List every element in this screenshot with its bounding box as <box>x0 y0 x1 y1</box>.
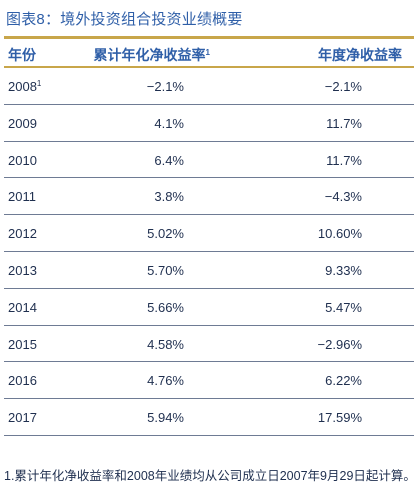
footnote: 1.累计年化净收益率和2008年业绩均从公司成立日2007年9月29日起计算。 <box>4 469 416 483</box>
cell-cumulative: 4.58% <box>147 336 184 352</box>
cell-annual: −2.96% <box>317 336 362 352</box>
cell-cumulative: 5.02% <box>147 226 184 242</box>
table-row: 2011 3.8% −4.3% <box>4 178 414 216</box>
cell-year: 2017 <box>8 410 37 425</box>
cell-annual: 17.59% <box>317 410 362 426</box>
cell-year-value: 2013 <box>8 262 37 278</box>
table-row: 2013 5.70% 9.33% <box>4 252 414 289</box>
cell-year-value: 2014 <box>8 299 37 315</box>
header-cumulative-label: 累计年化净收益率 <box>93 47 206 63</box>
cell-year: 2014 <box>8 300 37 315</box>
table-row: 2017 5.94% 17.59% <box>4 399 414 436</box>
cell-cumulative: 4.1% <box>154 115 184 131</box>
header-cumulative-sup: 1 <box>205 48 210 57</box>
header-annual: 年度净收益率 <box>318 47 402 63</box>
cell-year-sup: 1 <box>36 79 42 88</box>
cell-annual: 11.7% <box>326 115 362 131</box>
cell-year-value: 2015 <box>8 336 37 352</box>
cell-annual: 10.60% <box>317 226 362 242</box>
header-rule <box>4 66 414 68</box>
cell-year-value: 2008 <box>8 79 37 94</box>
cell-annual: −2.1% <box>324 79 362 94</box>
figure-title: 图表8：境外投资组合投资业绩概要 <box>6 11 243 28</box>
cell-annual: −4.3% <box>324 189 362 205</box>
cell-year-value: 2017 <box>8 410 37 426</box>
header-year: 年份 <box>8 47 36 63</box>
table-row: 2014 5.66% 5.47% <box>4 289 414 326</box>
cell-cumulative: 5.94% <box>147 410 184 426</box>
cell-year: 2009 <box>8 116 37 131</box>
cell-annual: 11.7% <box>326 152 362 168</box>
cell-cumulative: 6.4% <box>154 152 184 168</box>
table-row: 2016 4.76% 6.22% <box>4 362 414 400</box>
cell-cumulative: 5.70% <box>147 262 184 278</box>
cell-year-value: 2011 <box>8 189 36 205</box>
cell-annual: 6.22% <box>325 373 362 389</box>
cell-year: 2016 <box>8 373 37 388</box>
cell-cumulative: −2.1% <box>146 79 184 94</box>
cell-cumulative: 3.8% <box>154 189 184 205</box>
cell-year: 2012 <box>8 226 37 241</box>
cell-year: 2010 <box>8 153 37 168</box>
cell-year: 20081 <box>8 79 41 94</box>
cell-year: 2011 <box>8 189 36 204</box>
table-row: 2012 5.02% 10.60% <box>4 215 414 252</box>
cell-cumulative: 5.66% <box>147 299 184 315</box>
top-rule <box>4 36 414 39</box>
table-row: 2015 4.58% −2.96% <box>4 326 414 363</box>
cell-cumulative: 4.76% <box>147 373 184 389</box>
header-cumulative: 累计年化净收益率1 <box>94 45 210 65</box>
cell-year-value: 2012 <box>8 226 37 242</box>
cell-year-value: 2016 <box>8 373 37 389</box>
cell-year: 2013 <box>8 263 37 278</box>
table-row: 2010 6.4% 11.7% <box>4 142 414 179</box>
cell-year: 2015 <box>8 337 37 352</box>
cell-year-value: 2009 <box>8 115 37 131</box>
cell-annual: 9.33% <box>325 262 362 278</box>
cell-year-value: 2010 <box>8 152 37 168</box>
table-row: 20081 −2.1% −2.1% <box>4 68 414 105</box>
table-header: 年份 累计年化净收益率1 年度净收益率 <box>4 40 414 66</box>
cell-annual: 5.47% <box>325 299 362 315</box>
performance-table: 20081 −2.1% −2.1% 2009 4.1% 11.7% 2010 6.4% 11.7… <box>4 68 414 436</box>
table-row: 2009 4.1% 11.7% <box>4 105 414 142</box>
